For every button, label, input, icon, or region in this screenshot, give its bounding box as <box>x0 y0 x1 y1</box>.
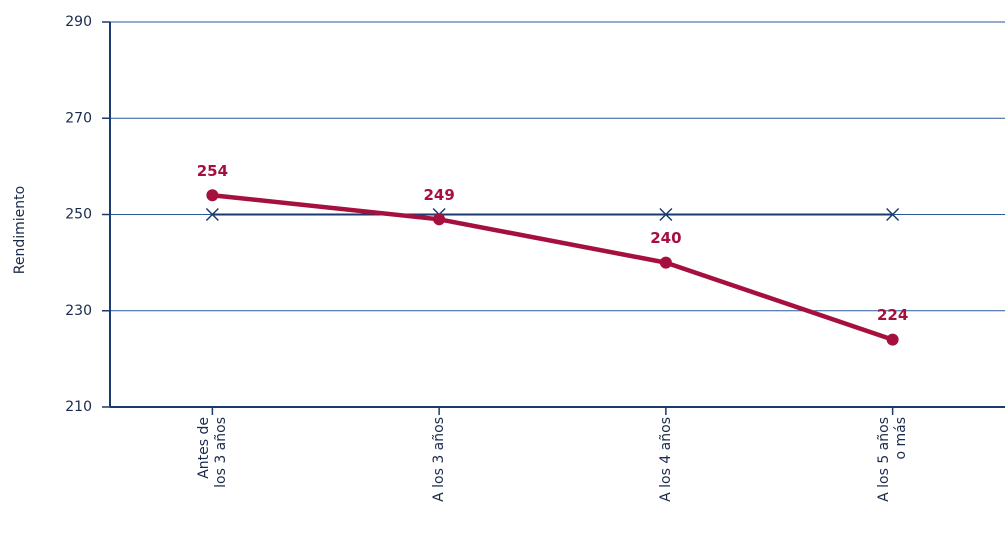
y-tick-label: 290 <box>65 14 92 30</box>
point <box>659 207 673 222</box>
x-tick-label: A los 4 años <box>658 417 674 502</box>
value-label: 240 <box>650 229 681 247</box>
x-tick-label: los 3 años <box>213 417 229 488</box>
point <box>659 256 672 269</box>
point <box>886 207 900 222</box>
y-axis-label: Rendimiento <box>12 186 28 274</box>
value-label: 249 <box>423 186 454 204</box>
y-tick-label: 250 <box>65 207 92 223</box>
y-tick-label: 210 <box>65 399 92 415</box>
point <box>205 207 219 222</box>
y-tick-label: 230 <box>65 303 92 319</box>
point <box>886 333 899 346</box>
x-tick-label: o más <box>893 417 909 460</box>
value-label: 254 <box>197 162 228 180</box>
x-tick-label: A los 5 años <box>876 417 892 502</box>
point <box>433 213 446 226</box>
value-label: 224 <box>877 306 908 324</box>
x-tick-label: Antes de <box>196 417 212 479</box>
series-line <box>212 193 894 342</box>
point <box>206 189 219 202</box>
x-tick-label: A los 3 años <box>431 417 447 502</box>
y-tick-label: 270 <box>65 110 92 126</box>
